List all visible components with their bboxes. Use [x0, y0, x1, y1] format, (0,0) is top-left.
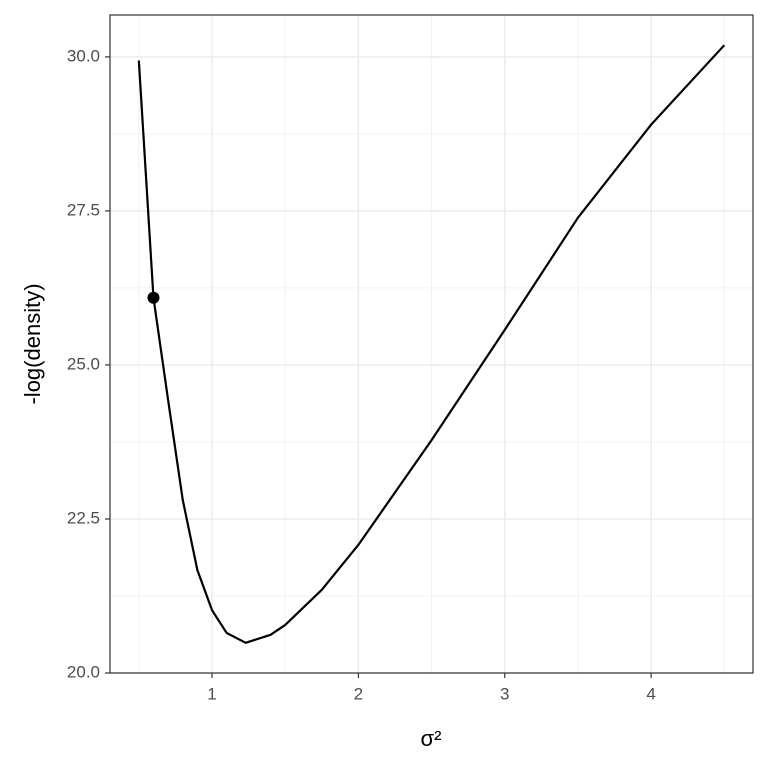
x-axis-label: σ²: [421, 726, 442, 751]
point: [147, 291, 160, 304]
marks: [137, 44, 726, 644]
y-tick-label: 25.0: [67, 354, 100, 373]
y-tick-label: 20.0: [67, 662, 100, 681]
y-tick-label: 27.5: [67, 200, 100, 219]
y-tick-label: 30.0: [67, 46, 100, 65]
panel-border: [109, 14, 754, 674]
x-tick-label: 3: [500, 684, 509, 703]
line: [137, 44, 726, 644]
x-tick-label: 4: [646, 684, 655, 703]
y-axis-label: -log(density): [20, 283, 45, 404]
y-tick-label: 22.5: [67, 508, 100, 527]
x-tick-label: 2: [354, 684, 363, 703]
x-tick-label: 1: [207, 684, 216, 703]
